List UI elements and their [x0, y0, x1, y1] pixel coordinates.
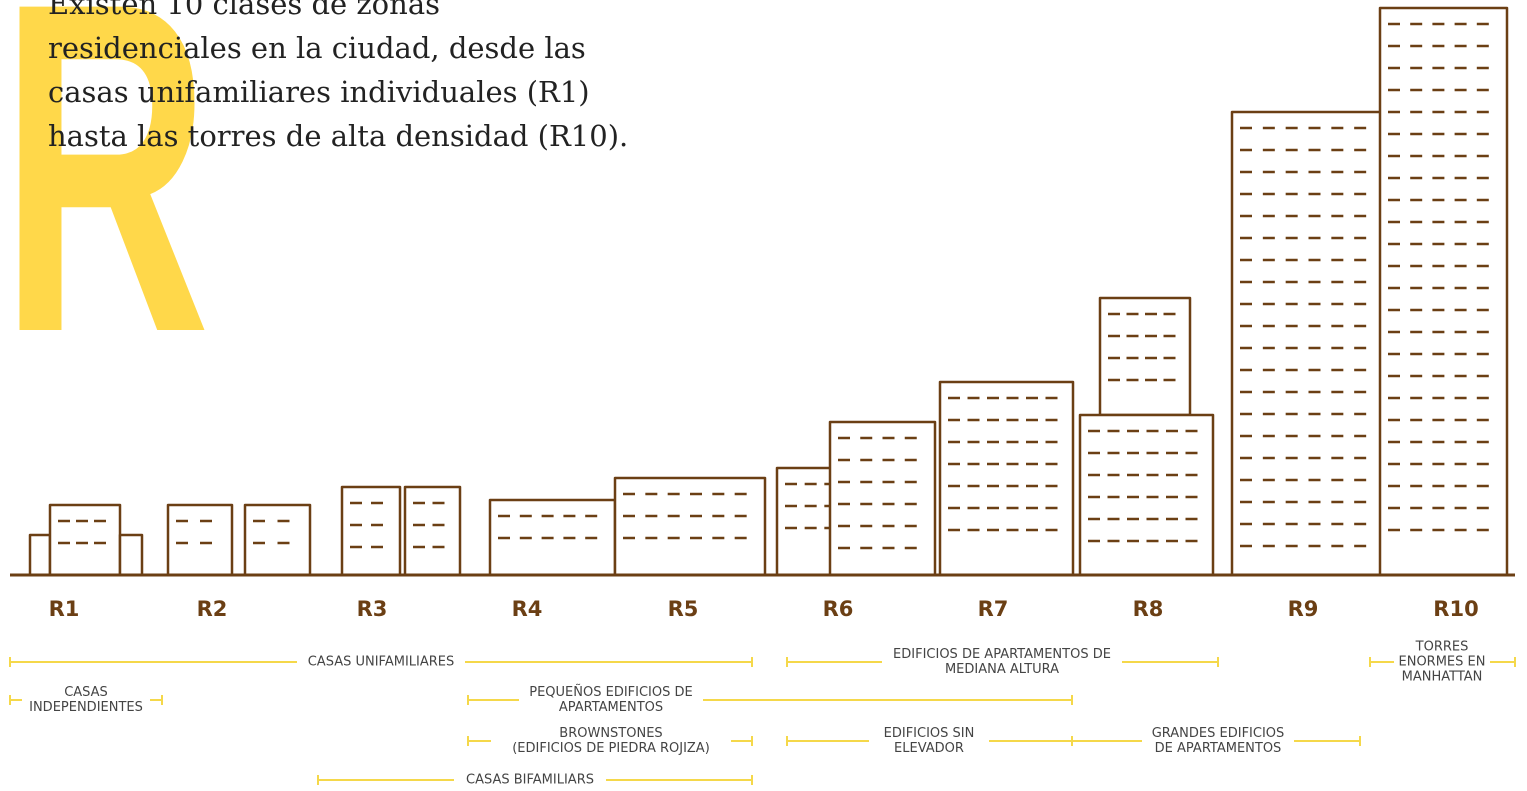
- building: [30, 535, 50, 575]
- zone-labels: R1 R2 R3 R4 R5 R6 R7 R8 R9 R10: [49, 597, 1479, 621]
- range-label: ENORMES EN: [1399, 655, 1486, 670]
- building: [1100, 298, 1190, 415]
- building: [405, 487, 460, 575]
- range-label: EDIFICIOS SIN: [884, 726, 975, 741]
- building: [1380, 8, 1507, 575]
- range-label: CASAS: [64, 685, 108, 700]
- building: [50, 505, 120, 575]
- zone-label: R10: [1433, 597, 1478, 621]
- intro-line: hasta las torres de alta densidad (R10).: [48, 119, 628, 153]
- zone-label: R2: [197, 597, 228, 621]
- building: [1232, 112, 1385, 575]
- range-label: MANHATTAN: [1402, 670, 1483, 685]
- zone-label: R5: [668, 597, 699, 621]
- range-label: EDIFICIOS DE APARTAMENTOS DE: [893, 647, 1111, 662]
- building: [1080, 415, 1213, 575]
- building: [830, 422, 935, 575]
- zone-label: R7: [978, 597, 1009, 621]
- range-label: PEQUEÑOS EDIFICIOS DE: [529, 684, 692, 700]
- range-label: GRANDES EDIFICIOS: [1152, 726, 1285, 741]
- zone-label: R4: [512, 597, 543, 621]
- building: [940, 382, 1073, 575]
- range-label: INDEPENDIENTES: [29, 700, 143, 715]
- zone-label: R9: [1288, 597, 1319, 621]
- range-label: (EDIFICIOS DE PIEDRA ROJIZA): [512, 741, 710, 756]
- building: [120, 535, 142, 575]
- intro-line: casas unifamiliares individuales (R1): [48, 75, 590, 109]
- range-label: DE APARTAMENTOS: [1155, 741, 1282, 756]
- range-label: TORRES: [1415, 640, 1469, 655]
- building: [342, 487, 400, 575]
- building: [168, 505, 232, 575]
- building: [245, 505, 310, 575]
- intro-line: residenciales en la ciudad, desde las: [48, 31, 586, 65]
- intro-line: Existen 10 clases de zonas: [48, 0, 440, 21]
- range-label: MEDIANA ALTURA: [945, 662, 1059, 677]
- range-label: ELEVADOR: [894, 741, 964, 756]
- zone-label: R8: [1133, 597, 1164, 621]
- range-label: APARTAMENTOS: [559, 700, 663, 715]
- infographic: R Existen 10 clases de zonasresidenciale…: [0, 0, 1527, 791]
- zone-label: R1: [49, 597, 80, 621]
- range-label: CASAS BIFAMILIARS: [466, 773, 594, 788]
- building: [615, 478, 765, 575]
- range-label: CASAS UNIFAMILIARES: [308, 655, 455, 670]
- zone-label: R6: [823, 597, 854, 621]
- zone-label: R3: [357, 597, 388, 621]
- range-label: BROWNSTONES: [559, 726, 662, 741]
